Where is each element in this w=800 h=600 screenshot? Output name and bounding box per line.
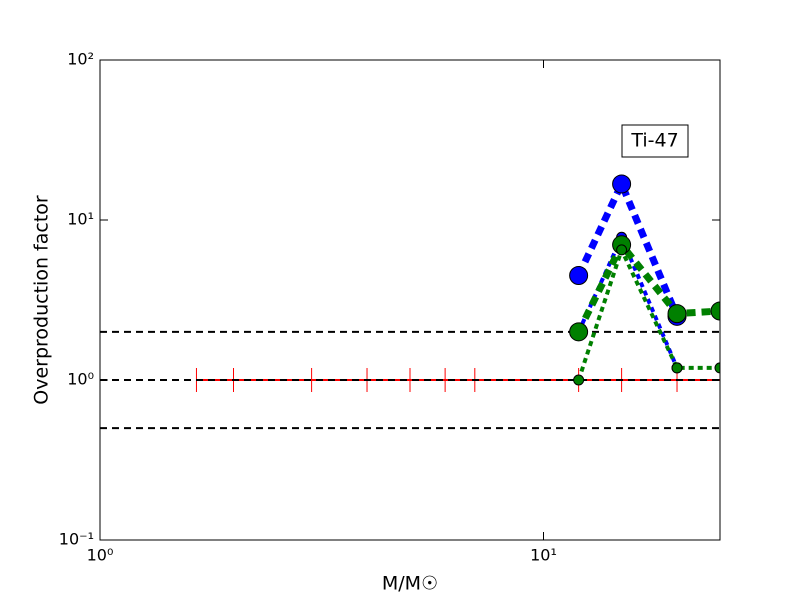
point-marker xyxy=(569,265,589,285)
plot-area xyxy=(100,174,720,430)
x-axis-label: M/M☉ xyxy=(382,573,438,595)
annotation-box xyxy=(621,124,689,158)
series-line xyxy=(575,238,720,334)
series-line xyxy=(576,244,720,381)
x-tick-label: 10⁰ xyxy=(87,546,114,565)
y-tick-label: 10⁰ xyxy=(67,370,94,389)
point-marker xyxy=(710,301,720,321)
point-marker xyxy=(612,174,632,194)
point-marker xyxy=(573,374,585,386)
annotation: Ti-47 xyxy=(630,130,678,152)
y-axis-label: Overproduction factor xyxy=(31,195,53,405)
point-marker xyxy=(569,322,589,342)
point-marker xyxy=(671,362,683,374)
axes-frame xyxy=(99,59,721,541)
point-marker xyxy=(616,244,628,256)
point-marker xyxy=(714,362,720,374)
x-tick-label: 10¹ xyxy=(530,546,557,565)
series-line xyxy=(575,175,681,318)
y-tick-label: 10⁻¹ xyxy=(59,530,94,549)
y-tick-label: 10¹ xyxy=(67,210,94,229)
point-marker xyxy=(667,304,687,324)
y-tick-label: 10² xyxy=(67,50,94,69)
